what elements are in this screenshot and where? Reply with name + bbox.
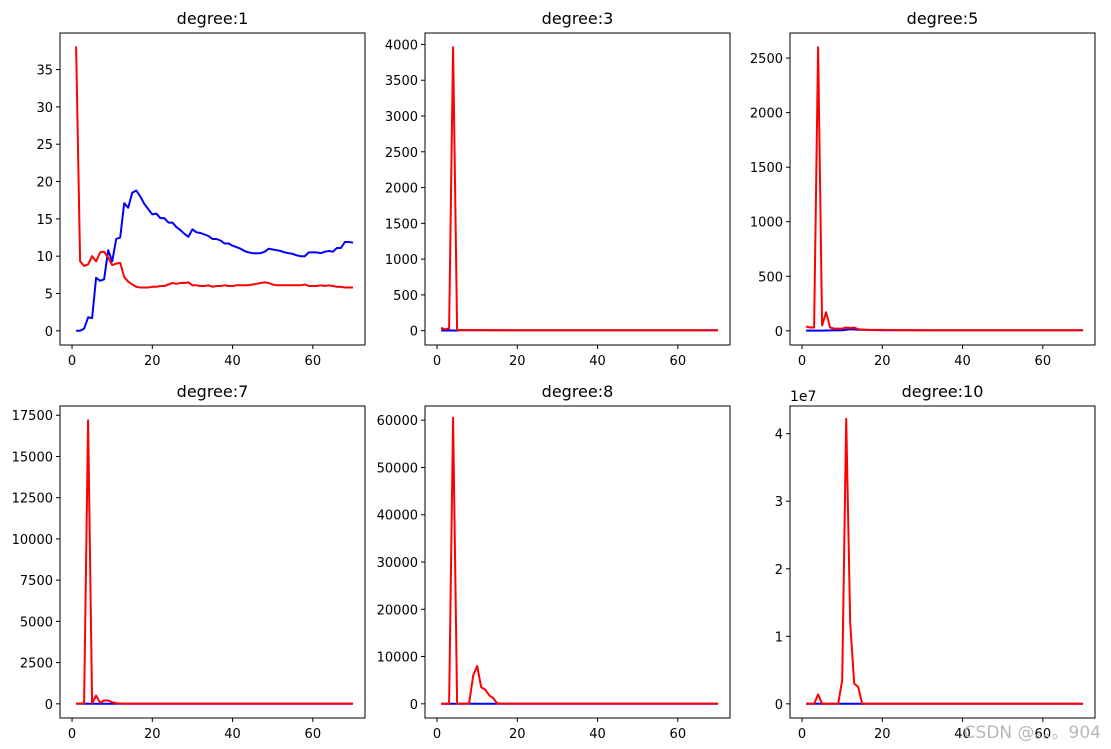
subplot-title: degree:5	[907, 9, 979, 28]
y-tick-label: 5000	[20, 615, 53, 630]
y-tick-label: 35	[36, 64, 53, 79]
subplot-degree-7: degree:7 0 20 40 60 0 2500 5000 7500 10000 12500 1…	[12, 382, 366, 742]
y-tick-label: 2000	[385, 182, 418, 197]
subplot-degree-3: degree:3 0 20 40 60 0 500 1000 1500 2000 2500 3000…	[385, 9, 731, 369]
x-tick-label: 60	[305, 354, 322, 369]
y-tick-label: 1500	[750, 161, 783, 176]
y-tick-label: 500	[758, 270, 783, 285]
plot-frame	[424, 405, 731, 719]
subplot-title: degree:10	[902, 382, 984, 401]
x-tick-label: 60	[670, 354, 687, 369]
y-tick-label: 25	[36, 138, 53, 153]
x-tick-label: 0	[798, 354, 806, 369]
x-tick-label: 40	[954, 354, 971, 369]
x-tick-label: 40	[954, 727, 971, 742]
y-tick-label: 15	[36, 213, 53, 228]
x-tick-label: 40	[589, 354, 606, 369]
subplot-title: degree:1	[177, 9, 249, 28]
x-tick-label: 60	[1035, 354, 1052, 369]
x-tick-label: 0	[433, 727, 441, 742]
y-tick-label: 20	[36, 176, 53, 191]
y-tick-label: 30	[36, 101, 53, 116]
x-tick-label: 40	[224, 727, 241, 742]
subplot-title: degree:7	[177, 382, 249, 401]
plot-frame	[424, 32, 731, 346]
y-tick-label: 1500	[385, 217, 418, 232]
y-tick-label: 10000	[12, 533, 53, 548]
y-tick-label: 2	[775, 563, 783, 578]
y-tick-label: 3000	[385, 110, 418, 125]
x-tick-label: 20	[874, 354, 891, 369]
y-tick-label: 12500	[12, 492, 53, 507]
y-tick-label: 0	[775, 698, 783, 713]
y-tick-label: 40000	[377, 509, 418, 524]
y-tick-label: 60000	[377, 414, 418, 429]
y-tick-label: 1000	[385, 253, 418, 268]
x-tick-label: 20	[509, 354, 526, 369]
y-tick-label: 2500	[385, 146, 418, 161]
x-tick-label: 0	[433, 354, 441, 369]
y-tick-label: 2000	[750, 107, 783, 122]
y-tick-label: 7500	[20, 574, 53, 589]
y-tick-label: 3	[775, 495, 783, 510]
y-tick-label: 0	[410, 325, 418, 340]
y-tick-label: 10000	[377, 651, 418, 666]
series-line	[75, 46, 353, 289]
subplot-title: degree:3	[542, 9, 614, 28]
subplot-degree-10: degree:10 1e7 0 20 40 60 0 1 2 3 4	[775, 382, 1096, 742]
y-tick-label: 500	[393, 289, 418, 304]
y-tick-label: 50000	[377, 461, 418, 476]
series-line	[441, 416, 718, 705]
x-tick-label: 0	[68, 354, 76, 369]
y-tick-label: 1	[775, 630, 783, 645]
y-tick-label: 0	[775, 325, 783, 340]
x-tick-label: 40	[589, 727, 606, 742]
y-tick-label: 30000	[377, 556, 418, 571]
x-tick-label: 20	[144, 727, 161, 742]
y-tick-label: 10	[36, 250, 53, 265]
subplot-title: degree:8	[542, 382, 614, 401]
y-tick-label: 0	[45, 325, 53, 340]
y-tick-label: 20000	[377, 603, 418, 618]
plot-frame	[59, 405, 366, 719]
series-line	[805, 46, 1083, 332]
x-tick-label: 20	[509, 727, 526, 742]
series-line	[76, 419, 353, 705]
y-tick-label: 5	[45, 287, 53, 302]
x-tick-label: 60	[1035, 727, 1052, 742]
y-tick-label: 3500	[385, 74, 418, 89]
subplot-degree-8: degree:8 0 20 40 60 0 10000 20000 30000 40000 500…	[377, 382, 731, 742]
y-tick-label: 0	[45, 698, 53, 713]
series-line	[440, 46, 718, 332]
x-tick-label: 0	[68, 727, 76, 742]
axis-offset-text: 1e7	[790, 389, 816, 405]
x-tick-label: 20	[874, 727, 891, 742]
x-tick-label: 20	[144, 354, 161, 369]
y-tick-label: 4	[775, 428, 783, 443]
series-line	[76, 189, 354, 332]
series-line	[806, 417, 1083, 705]
plot-frame	[789, 32, 1096, 346]
y-tick-label: 1000	[750, 216, 783, 231]
x-tick-label: 60	[670, 727, 687, 742]
y-tick-label: 2500	[20, 657, 53, 672]
subplot-degree-1: degree:1 0 20 40 60 0 5 10 15 20 25 30 35	[36, 9, 366, 369]
y-tick-label: 17500	[12, 409, 53, 424]
y-tick-label: 15000	[12, 450, 53, 465]
y-tick-label: 0	[410, 698, 418, 713]
plot-frame	[59, 32, 366, 346]
x-tick-label: 40	[224, 354, 241, 369]
watermark: CSDN @。。。904	[963, 723, 1101, 743]
subplot-degree-5: degree:5 0 20 40 60 0 500 1000 1500 2000 2500	[750, 9, 1096, 369]
plot-frame	[789, 405, 1096, 719]
x-tick-label: 0	[798, 727, 806, 742]
y-tick-label: 4000	[385, 38, 418, 53]
y-tick-label: 2500	[750, 52, 783, 67]
x-tick-label: 60	[305, 727, 322, 742]
